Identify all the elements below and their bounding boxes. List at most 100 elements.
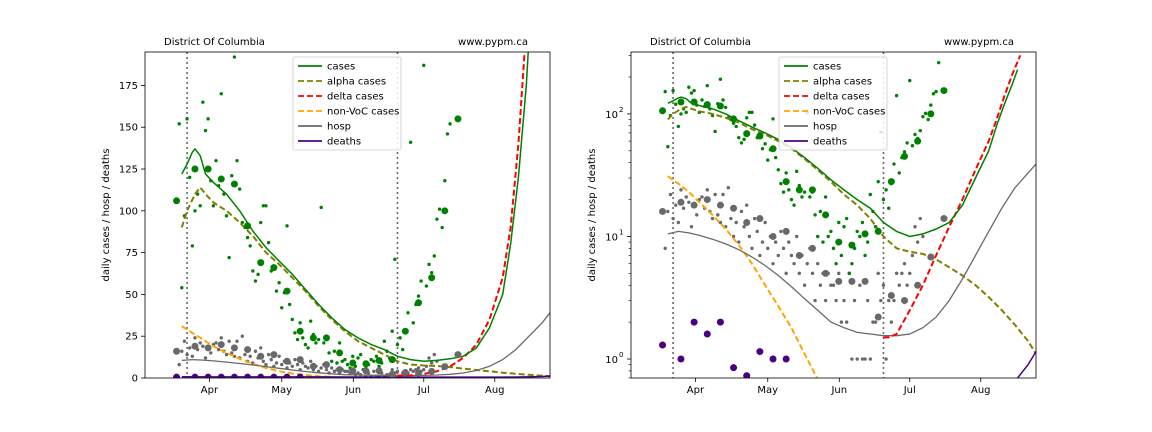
hosp-daily-point (345, 369, 350, 374)
cases-daily-point (779, 181, 783, 186)
deaths-weekly-point (230, 373, 238, 378)
cases-daily-point (671, 88, 675, 93)
cases-weekly-point (244, 222, 252, 230)
cases-daily-point (177, 122, 181, 126)
cases-daily-point (314, 341, 318, 345)
cases-daily-point (908, 78, 912, 83)
hosp-weekly-point (257, 352, 265, 360)
hosp-daily-point (718, 220, 723, 225)
cases-daily-point (201, 100, 205, 104)
hosp-daily-point (356, 371, 360, 375)
legend-label: alpha cases (813, 77, 872, 88)
hosp-daily-point (209, 351, 213, 355)
hosp-weekly-point (901, 297, 909, 305)
cases-weekly-point (191, 165, 199, 173)
cases-weekly-point (769, 145, 777, 153)
legend-label: delta cases (813, 92, 870, 103)
cases-weekly-point (874, 227, 882, 235)
hosp-daily-point (330, 366, 334, 370)
cases-daily-point (316, 337, 321, 342)
hosp-daily-point (868, 357, 873, 361)
hosp-daily-point (900, 271, 904, 276)
hosp-daily-point (259, 346, 263, 350)
cases-weekly-point (782, 178, 790, 186)
cases-daily-point (211, 204, 216, 208)
hosp-daily-point (792, 261, 796, 266)
y-axis-label: daily cases / hosp / deaths (101, 149, 112, 282)
hosp-daily-point (879, 298, 883, 303)
cases-daily-point (858, 234, 862, 239)
hosp-daily-point (789, 253, 794, 258)
cases-daily-point (253, 279, 258, 283)
hosp-daily-point (266, 352, 271, 357)
y-tick-label: 10 (605, 355, 618, 366)
cases-daily-point (295, 337, 300, 342)
cases-daily-point (792, 203, 796, 207)
hosp-daily-point (913, 225, 917, 229)
deaths-weekly-point (782, 355, 790, 363)
legend: cases alpha cases delta cases non-VoC cases… (778, 56, 888, 151)
hosp-weekly-point (296, 356, 304, 364)
cases-weekly-point (362, 360, 370, 368)
hosp-daily-point (771, 261, 775, 266)
hosp-daily-point (831, 283, 836, 287)
cases-weekly-point (901, 152, 909, 160)
hosp-weekly-point (659, 207, 667, 215)
cases-daily-point (301, 336, 305, 340)
hosp-weekly-point (362, 367, 370, 375)
cases-daily-point (280, 306, 284, 310)
cases-daily-point (285, 224, 289, 228)
cases-weekly-point (322, 334, 330, 342)
hosp-daily-point (395, 369, 400, 374)
legend: cases alpha cases delta cases non-VoC cases… (292, 56, 402, 151)
hosp-daily-point (663, 246, 667, 251)
cases-weekly-point (428, 274, 436, 282)
cases-daily-point (264, 204, 268, 208)
hosp-daily-point (779, 229, 783, 234)
cases-weekly-point (270, 264, 278, 272)
hosp-weekly-point (322, 361, 330, 369)
cases-daily-point (408, 140, 413, 144)
hosp-daily-point (734, 220, 738, 225)
hosp-daily-point (214, 341, 218, 345)
hosp-daily-point (855, 357, 859, 361)
cases-weekly-point (401, 327, 409, 335)
cases-daily-point (721, 98, 725, 102)
cases-daily-point (718, 77, 723, 81)
hosp-daily-point (269, 357, 273, 362)
cases-weekly-point (914, 137, 922, 145)
cases-daily-point (931, 92, 936, 96)
alpha-model-line (180, 185, 550, 378)
deaths-weekly-point (296, 373, 304, 378)
cases-daily-point (926, 117, 930, 122)
cases-daily-point (865, 240, 870, 244)
cases-weekly-point (230, 180, 238, 188)
cases-daily-point (395, 342, 400, 347)
cases-daily-point (750, 110, 754, 115)
hosp-daily-point (185, 352, 189, 357)
cases-model-line (181, 52, 529, 363)
hosp-daily-point (308, 359, 313, 363)
y-tick-label: 0 (132, 374, 138, 385)
cases-daily-point (382, 339, 387, 343)
hosp-weekly-point (173, 347, 181, 355)
chart-title-right: www.pypm.ca (458, 37, 528, 48)
cases-daily-point (887, 206, 891, 210)
cases-daily-point (214, 158, 218, 163)
deaths-weekly-point (270, 373, 278, 378)
deaths-weekly-point (191, 373, 199, 378)
hosp-daily-point (905, 283, 909, 287)
cases-daily-point (419, 279, 423, 283)
cases-weekly-point (375, 356, 383, 364)
cases-daily-point (745, 116, 749, 120)
hosp-daily-point (324, 367, 329, 372)
y-tick-exponent: 1 (619, 228, 623, 236)
hosp-daily-point (729, 216, 733, 221)
cases-daily-point (674, 102, 678, 106)
cases-daily-point (248, 244, 252, 248)
legend-label: deaths (327, 137, 361, 148)
hosp-daily-point (710, 216, 715, 221)
cases-weekly-point (677, 98, 685, 106)
cases-daily-point (308, 319, 313, 323)
